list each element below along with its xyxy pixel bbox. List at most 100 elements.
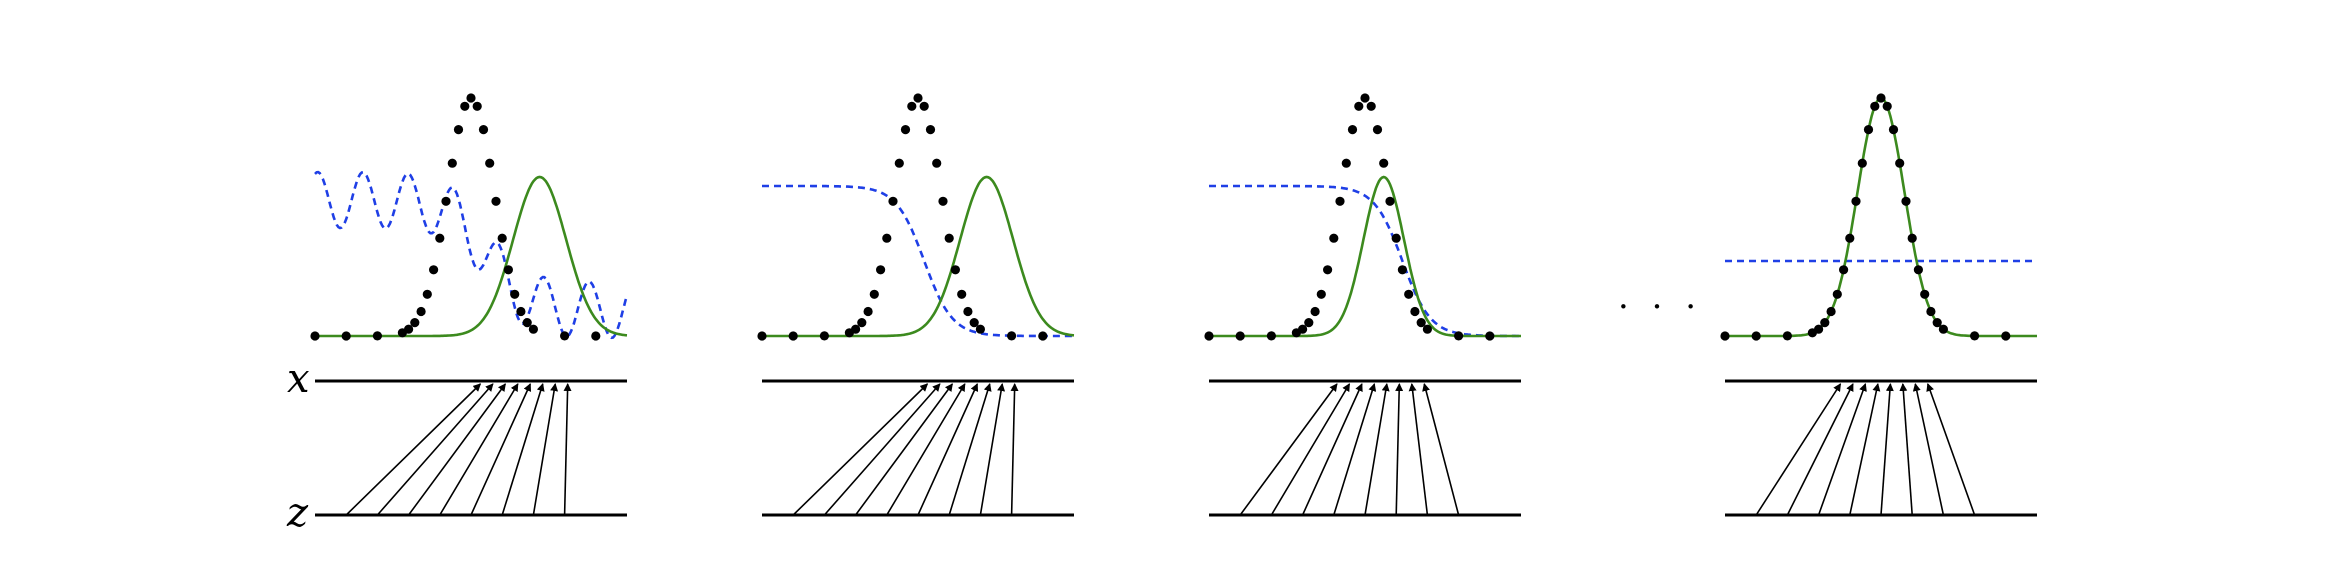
mapping-arrow bbox=[1849, 383, 1881, 516]
discriminator-curve bbox=[1209, 184, 1521, 338]
discriminator-curve bbox=[314, 170, 629, 340]
data-point bbox=[1347, 125, 1358, 135]
data-point bbox=[404, 324, 414, 334]
mapping-arrow bbox=[1270, 383, 1351, 516]
data-point bbox=[1310, 306, 1320, 317]
mapping-arrow bbox=[1333, 383, 1377, 516]
generator-distribution-curve bbox=[762, 175, 1075, 338]
data-point bbox=[1814, 324, 1824, 334]
data-point bbox=[888, 196, 898, 206]
panel-d bbox=[1720, 93, 2037, 517]
data-point bbox=[453, 125, 464, 135]
data-point bbox=[851, 324, 861, 334]
data-point bbox=[913, 93, 923, 103]
data-point bbox=[1335, 196, 1345, 206]
data-point bbox=[478, 125, 489, 135]
data-point bbox=[1863, 125, 1874, 135]
mapping-arrow bbox=[1301, 383, 1363, 516]
panel-a bbox=[310, 93, 629, 517]
mapping-arrow bbox=[1239, 383, 1338, 516]
mapping-arrow bbox=[917, 383, 979, 516]
data-point bbox=[1782, 331, 1792, 341]
data-point bbox=[497, 233, 507, 243]
data-point bbox=[485, 158, 495, 168]
mapping-arrow bbox=[439, 383, 519, 516]
mapping-arrow bbox=[345, 383, 482, 516]
data-point bbox=[1354, 101, 1364, 111]
data-point bbox=[1360, 93, 1370, 103]
data-point bbox=[1851, 196, 1861, 206]
data-point bbox=[876, 265, 886, 275]
data-point bbox=[1329, 233, 1339, 243]
data-point bbox=[1391, 233, 1401, 243]
data-point bbox=[341, 331, 351, 341]
data-point bbox=[1485, 331, 1495, 341]
data-point bbox=[503, 265, 513, 275]
mapping-arrow bbox=[823, 383, 941, 516]
data-point bbox=[950, 265, 961, 275]
mapping-arrow bbox=[979, 383, 1006, 516]
mapping-arrow bbox=[470, 383, 532, 516]
data-point bbox=[416, 306, 426, 317]
data-point bbox=[882, 233, 892, 243]
mapping-arrow bbox=[948, 383, 992, 516]
data-point bbox=[975, 324, 986, 334]
data-point bbox=[925, 125, 936, 135]
data-point bbox=[869, 289, 879, 299]
data-point bbox=[1341, 158, 1351, 168]
data-point bbox=[1720, 331, 1730, 341]
mapping-arrow bbox=[407, 383, 506, 516]
data-point bbox=[1970, 331, 1980, 341]
data-point bbox=[1920, 289, 1930, 299]
data-point bbox=[1385, 196, 1395, 206]
data-point bbox=[2001, 331, 2011, 341]
mapping-arrow bbox=[854, 383, 953, 516]
mapping-arrow bbox=[1422, 383, 1460, 516]
data-point bbox=[1323, 265, 1333, 275]
data-point bbox=[919, 101, 929, 111]
data-point bbox=[1397, 265, 1407, 275]
data-point bbox=[1422, 324, 1432, 334]
data-point bbox=[757, 331, 767, 341]
data-point bbox=[1907, 233, 1917, 243]
mapping-arrow bbox=[1755, 383, 1842, 516]
data-point bbox=[1038, 331, 1048, 341]
data-point bbox=[372, 331, 382, 341]
x-axis-label: x bbox=[287, 356, 310, 402]
data-point bbox=[441, 196, 451, 206]
data-point bbox=[522, 318, 532, 328]
data-point bbox=[1235, 331, 1245, 341]
data-point bbox=[560, 331, 570, 341]
data-point bbox=[491, 196, 501, 206]
data-point bbox=[1454, 331, 1464, 341]
data-point bbox=[472, 101, 482, 111]
data-point bbox=[1410, 306, 1420, 317]
data-point bbox=[1007, 331, 1017, 341]
data-point bbox=[1839, 265, 1849, 275]
data-point bbox=[1901, 196, 1911, 206]
mapping-arrow bbox=[1926, 383, 1976, 516]
mapping-arrow bbox=[1786, 383, 1854, 516]
mapping-arrow bbox=[1912, 383, 1945, 516]
data-point bbox=[1926, 306, 1936, 317]
mapping-arrow bbox=[792, 383, 929, 516]
data-point bbox=[1379, 158, 1389, 168]
panel-b bbox=[757, 93, 1075, 517]
data-point bbox=[1826, 306, 1836, 317]
data-point bbox=[938, 196, 948, 206]
data-point bbox=[1876, 93, 1886, 103]
data-point bbox=[1895, 158, 1905, 168]
data-point bbox=[957, 289, 967, 299]
data-point bbox=[410, 318, 420, 328]
data-point bbox=[1416, 318, 1426, 328]
data-point bbox=[932, 158, 942, 168]
data-point bbox=[894, 158, 904, 168]
mapping-arrow bbox=[376, 383, 494, 516]
data-point bbox=[788, 331, 798, 341]
data-point bbox=[591, 331, 601, 341]
data-point bbox=[857, 318, 867, 328]
data-point bbox=[1932, 318, 1942, 328]
data-point bbox=[460, 101, 470, 111]
data-point bbox=[1938, 324, 1948, 334]
data-point bbox=[466, 93, 476, 103]
